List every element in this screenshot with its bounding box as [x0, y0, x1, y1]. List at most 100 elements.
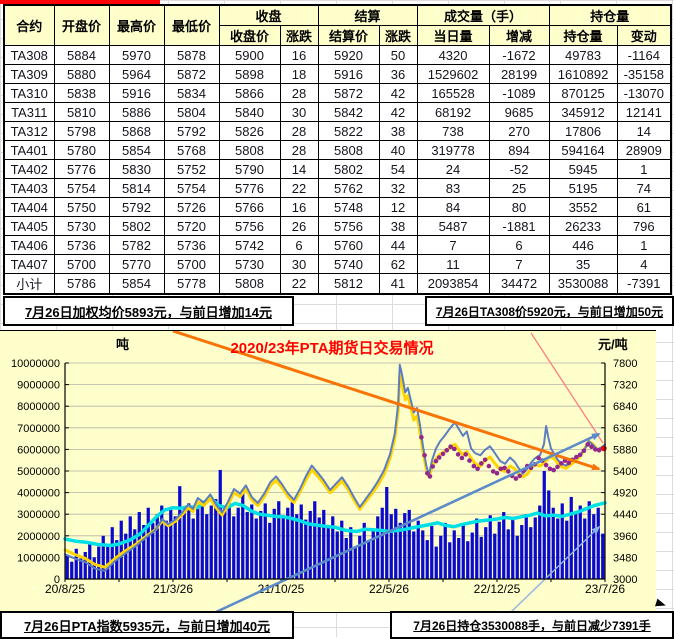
- value-cell[interactable]: 14: [616, 121, 672, 141]
- value-cell[interactable]: 5730: [53, 216, 110, 236]
- value-cell[interactable]: 5802: [108, 216, 165, 236]
- value-cell[interactable]: 5780: [53, 140, 110, 160]
- value-cell[interactable]: 5726: [163, 197, 220, 217]
- value-cell[interactable]: 68192: [416, 102, 490, 122]
- value-cell[interactable]: 5810: [53, 102, 110, 122]
- value-cell[interactable]: 12: [378, 197, 418, 217]
- value-cell[interactable]: 28: [279, 121, 319, 141]
- value-cell[interactable]: 28: [279, 83, 319, 103]
- value-cell[interactable]: 5808: [218, 140, 281, 160]
- value-cell[interactable]: 270: [488, 121, 550, 141]
- contract-cell[interactable]: TA406: [3, 235, 55, 255]
- value-cell[interactable]: 5916: [108, 83, 165, 103]
- value-cell[interactable]: 446: [548, 235, 618, 255]
- value-cell[interactable]: 738: [416, 121, 490, 141]
- value-cell[interactable]: -13070: [616, 83, 672, 103]
- value-cell[interactable]: 54: [378, 159, 418, 179]
- value-cell[interactable]: 870125: [548, 83, 618, 103]
- value-cell[interactable]: 5808: [218, 273, 281, 295]
- value-cell[interactable]: 34472: [488, 273, 550, 295]
- contract-cell[interactable]: TA405: [3, 216, 55, 236]
- value-cell[interactable]: 6: [279, 235, 319, 255]
- value-cell[interactable]: 22: [279, 273, 319, 295]
- value-cell[interactable]: 28909: [616, 140, 672, 160]
- value-cell[interactable]: 1529602: [416, 64, 490, 84]
- value-cell[interactable]: 5964: [108, 64, 165, 84]
- value-cell[interactable]: 42: [378, 102, 418, 122]
- value-cell[interactable]: 5770: [108, 254, 165, 274]
- value-cell[interactable]: 5884: [53, 45, 110, 65]
- value-cell[interactable]: 5756: [218, 216, 281, 236]
- value-cell[interactable]: 5804: [163, 102, 220, 122]
- value-cell[interactable]: 25: [488, 178, 550, 198]
- value-cell[interactable]: 12141: [616, 102, 672, 122]
- value-cell[interactable]: 44: [378, 235, 418, 255]
- value-cell[interactable]: 5916: [317, 64, 380, 84]
- value-cell[interactable]: 5760: [317, 235, 380, 255]
- value-cell[interactable]: 32: [378, 178, 418, 198]
- value-cell[interactable]: 26233: [548, 216, 618, 236]
- value-cell[interactable]: 5838: [53, 83, 110, 103]
- value-cell[interactable]: 5878: [163, 45, 220, 65]
- value-cell[interactable]: 16: [279, 197, 319, 217]
- value-cell[interactable]: 5752: [163, 159, 220, 179]
- value-cell[interactable]: 24: [416, 159, 490, 179]
- value-cell[interactable]: 165528: [416, 83, 490, 103]
- value-cell[interactable]: 36: [378, 64, 418, 84]
- value-cell[interactable]: 5487: [416, 216, 490, 236]
- value-cell[interactable]: 35: [548, 254, 618, 274]
- value-cell[interactable]: 5740: [317, 254, 380, 274]
- value-cell[interactable]: 5970: [108, 45, 165, 65]
- value-cell[interactable]: 41: [378, 273, 418, 295]
- value-cell[interactable]: 5826: [218, 121, 281, 141]
- value-cell[interactable]: 5766: [218, 197, 281, 217]
- value-cell[interactable]: 5834: [163, 83, 220, 103]
- value-cell[interactable]: 5754: [53, 178, 110, 198]
- contract-cell[interactable]: TA402: [3, 159, 55, 179]
- value-cell[interactable]: 5842: [317, 102, 380, 122]
- value-cell[interactable]: 2093854: [416, 273, 490, 295]
- value-cell[interactable]: 9685: [488, 102, 550, 122]
- value-cell[interactable]: 319778: [416, 140, 490, 160]
- contract-cell[interactable]: TA407: [3, 254, 55, 274]
- value-cell[interactable]: 5756: [317, 216, 380, 236]
- value-cell[interactable]: 84: [416, 197, 490, 217]
- value-cell[interactable]: 5792: [108, 197, 165, 217]
- value-cell[interactable]: 5798: [53, 121, 110, 141]
- value-cell[interactable]: 5736: [53, 235, 110, 255]
- value-cell[interactable]: 5900: [218, 45, 281, 65]
- value-cell[interactable]: 30: [279, 254, 319, 274]
- value-cell[interactable]: 1610892: [548, 64, 618, 84]
- value-cell[interactable]: 28: [279, 140, 319, 160]
- value-cell[interactable]: 5872: [317, 83, 380, 103]
- value-cell[interactable]: 5750: [53, 197, 110, 217]
- value-cell[interactable]: 594164: [548, 140, 618, 160]
- contract-cell[interactable]: TA404: [3, 197, 55, 217]
- value-cell[interactable]: 5748: [317, 197, 380, 217]
- value-cell[interactable]: -1089: [488, 83, 550, 103]
- value-cell[interactable]: 5880: [53, 64, 110, 84]
- value-cell[interactable]: 11: [416, 254, 490, 274]
- contract-cell[interactable]: TA312: [3, 121, 55, 141]
- value-cell[interactable]: 5700: [53, 254, 110, 274]
- value-cell[interactable]: 5920: [317, 45, 380, 65]
- value-cell[interactable]: 5866: [218, 83, 281, 103]
- value-cell[interactable]: 5812: [317, 273, 380, 295]
- value-cell[interactable]: 5720: [163, 216, 220, 236]
- value-cell[interactable]: 1: [616, 159, 672, 179]
- contract-cell[interactable]: TA401: [3, 140, 55, 160]
- value-cell[interactable]: 30: [279, 102, 319, 122]
- value-cell[interactable]: 7: [416, 235, 490, 255]
- value-cell[interactable]: 5730: [218, 254, 281, 274]
- value-cell[interactable]: 5790: [218, 159, 281, 179]
- value-cell[interactable]: 5754: [163, 178, 220, 198]
- value-cell[interactable]: 40: [378, 140, 418, 160]
- value-cell[interactable]: 3530088: [548, 273, 618, 295]
- contract-cell[interactable]: TA310: [3, 83, 55, 103]
- value-cell[interactable]: 5830: [108, 159, 165, 179]
- value-cell[interactable]: 5195: [548, 178, 618, 198]
- value-cell[interactable]: 5700: [163, 254, 220, 274]
- value-cell[interactable]: 1: [616, 235, 672, 255]
- value-cell[interactable]: 5868: [108, 121, 165, 141]
- value-cell[interactable]: 5762: [317, 178, 380, 198]
